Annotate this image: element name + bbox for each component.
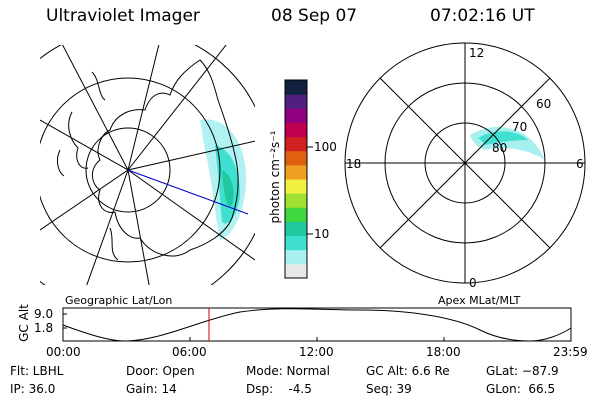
mode-label: Mode: Normal [246, 364, 330, 378]
colorbar-segment [285, 193, 307, 208]
time-label: 07:02:16 UT [430, 6, 535, 26]
coastline [92, 59, 239, 257]
lat-label-70: 70 [512, 120, 528, 134]
colorbar-segment [285, 249, 307, 265]
aurora-emission-right [470, 127, 545, 160]
lat-label-60: 60 [536, 97, 552, 111]
altitude-plot [62, 307, 572, 342]
gc-alt-label: GC Alt: 6.6 Re [366, 364, 450, 378]
alt-xtick-0600: 06:00 [172, 345, 207, 359]
colorbar-segment [285, 235, 307, 251]
alt-xtick-2359: 23:59 [553, 345, 588, 359]
track-line [127, 169, 249, 215]
colorbar-segment [285, 179, 307, 194]
colorbar-segment [285, 80, 307, 95]
colorbar-segment [285, 136, 307, 152]
geographic-map [40, 45, 255, 285]
mlt-label-0: 0 [469, 276, 477, 290]
colorbar-segment [285, 122, 307, 138]
filter-label: Flt: LBHL [10, 364, 64, 378]
date-label: 08 Sep 07 [271, 6, 358, 26]
mlt-label-18: 18 [346, 157, 362, 171]
ip-label: IP: 36.0 [10, 382, 56, 396]
mlt-label-12: 12 [469, 46, 485, 60]
dsp-label: Dsp: -4.5 [246, 382, 312, 396]
mlt-label-6: 6 [576, 157, 584, 171]
aurora-emission-left [200, 119, 247, 240]
colorbar-segment [285, 207, 307, 222]
app-title: Ultraviolet Imager [46, 6, 200, 26]
colorbar [285, 80, 307, 279]
gain-label: Gain: 14 [126, 382, 177, 396]
colorbar-segment [285, 263, 307, 279]
colorbar-segment [285, 164, 307, 180]
colorbar-tick-100: 100 [314, 140, 337, 154]
polar-map [344, 42, 586, 284]
colorbar-segment [285, 108, 307, 123]
glon-label: GLon: 66.5 [486, 382, 556, 396]
seq-label: Seq: 39 [366, 382, 412, 396]
colorbar-tick-10: 10 [314, 227, 330, 241]
glat-label: GLat: −87.9 [486, 364, 559, 378]
altitude-curve [62, 308, 572, 342]
colorbar-unit-label: photon cm⁻²s⁻¹ [268, 130, 282, 224]
alt-xtick-0000: 00:00 [46, 345, 81, 359]
alt-ytick-1-8: 1.8 [34, 321, 54, 335]
left-map-caption: Geographic Lat/Lon [65, 294, 173, 307]
colorbar-segment [285, 221, 307, 237]
alt-xtick-1200: 12:00 [299, 345, 334, 359]
colorbar-segment [285, 150, 307, 166]
door-label: Door: Open [126, 364, 195, 378]
alt-ytick-9: 9.0 [34, 307, 54, 321]
colorbar-segment [285, 94, 307, 109]
alt-ylabel: GC Alt [17, 304, 31, 342]
alt-xtick-1800: 18:00 [426, 345, 461, 359]
right-map-caption: Apex MLat/MLT [438, 294, 521, 307]
lat-label-80: 80 [492, 141, 508, 155]
